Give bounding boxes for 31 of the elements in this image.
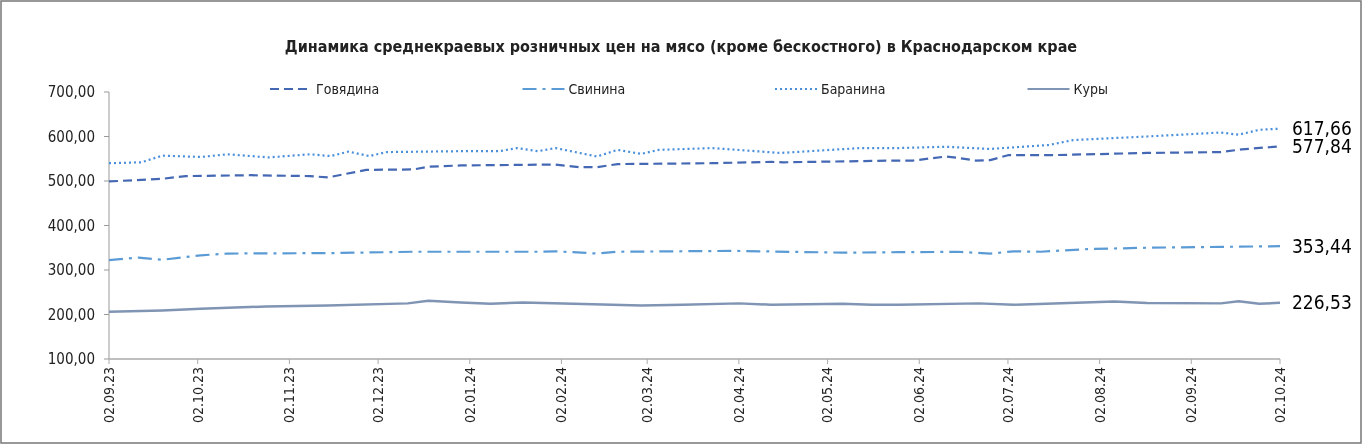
x-tick-label: 02.05.24	[819, 367, 836, 424]
data-label: 353,44	[1292, 234, 1352, 257]
x-tick-label: 02.10.23	[189, 367, 206, 424]
legend-label: Куры	[1073, 80, 1108, 97]
legend-label: Свинина	[568, 80, 626, 97]
legend-label: Говядина	[316, 80, 380, 97]
x-tick-label: 02.09.23	[100, 367, 117, 424]
x-tick-label: 02.02.24	[553, 367, 570, 424]
x-tick-label: 02.08.24	[1091, 367, 1108, 424]
y-tick-label: 300,00	[47, 261, 95, 280]
x-tick-label: 02.03.24	[639, 367, 656, 424]
y-tick-label: 700,00	[47, 83, 95, 102]
x-tick-label: 02.06.24	[911, 367, 928, 424]
data-label: 226,53	[1292, 291, 1352, 314]
x-tick-label: 02.09.24	[1183, 367, 1200, 424]
y-tick-label: 400,00	[47, 216, 95, 235]
y-tick-label: 100,00	[47, 350, 95, 369]
x-tick-label: 02.12.23	[369, 367, 386, 424]
line-series	[107, 245, 1282, 262]
x-tick-label: 02.07.24	[999, 367, 1016, 424]
x-tick-label: 02.10.24	[1271, 367, 1288, 424]
chart-title: Динамика среднекраевых розничных цен на мясо (кроме бескостного) в Краснодарском крае	[284, 37, 1078, 56]
y-tick-label: 500,00	[47, 172, 95, 191]
y-tick-label: 600,00	[47, 127, 95, 146]
x-tick-label: 02.01.24	[461, 367, 478, 424]
y-tick-label: 200,00	[47, 305, 95, 324]
legend-label: Баранина	[821, 80, 886, 97]
line-series	[107, 299, 1282, 314]
x-tick-label: 02.04.24	[730, 367, 747, 424]
data-label: 617,66	[1292, 117, 1352, 140]
x-tick-label: 02.11.23	[281, 367, 298, 424]
